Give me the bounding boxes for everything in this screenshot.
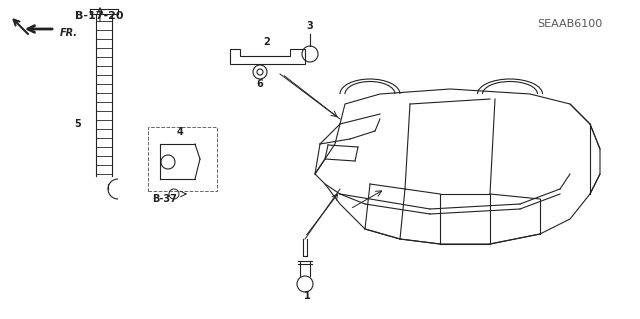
Text: 5: 5 xyxy=(75,119,81,129)
Text: 1: 1 xyxy=(303,291,310,301)
Text: 2: 2 xyxy=(264,37,270,47)
Text: 3: 3 xyxy=(307,21,314,31)
Text: 6: 6 xyxy=(257,79,264,89)
Text: FR.: FR. xyxy=(60,28,78,38)
Text: 4: 4 xyxy=(177,127,184,137)
Text: B-17-20: B-17-20 xyxy=(75,11,124,21)
Text: SEAAB6100: SEAAB6100 xyxy=(538,19,603,29)
Text: B-37: B-37 xyxy=(152,194,177,204)
